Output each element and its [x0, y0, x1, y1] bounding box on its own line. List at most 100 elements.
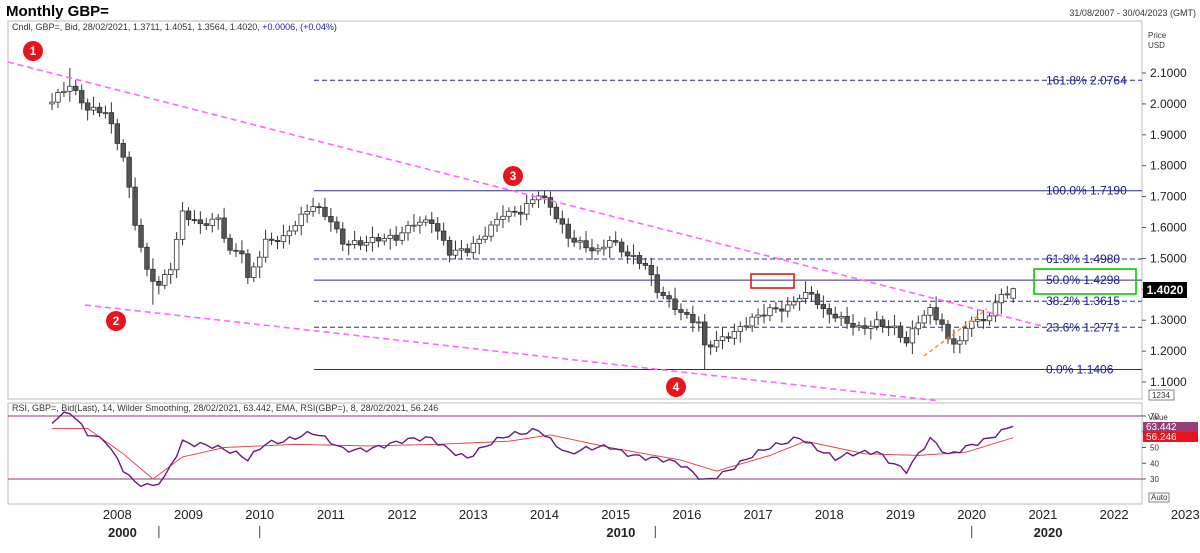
candle-body: [357, 240, 364, 246]
candle-body: [452, 249, 459, 256]
decade-label: 2000: [108, 525, 137, 540]
candle-body: [144, 246, 150, 270]
candle-body: [648, 265, 654, 276]
candle-body: [173, 238, 180, 271]
candle-body: [613, 240, 619, 243]
candle-body: [506, 210, 512, 217]
candle-body: [458, 248, 465, 251]
candle-body: [446, 239, 453, 256]
candle-body: [185, 210, 192, 220]
candle-body: [607, 240, 613, 248]
candle-body: [340, 228, 346, 245]
price-tick-label: 1.7000: [1150, 190, 1187, 204]
candle-body: [921, 314, 927, 324]
candle-body: [719, 336, 726, 341]
price-tick-label: 1.1000: [1150, 375, 1187, 389]
candle-body: [565, 223, 571, 239]
year-tick-label: 2013: [459, 507, 488, 522]
candle-body: [227, 237, 233, 251]
candle-body: [571, 237, 577, 243]
candle-body: [369, 237, 376, 243]
price-panel: [7, 20, 1143, 400]
price-axis-unit: USD: [1148, 41, 1165, 50]
candle-body: [114, 123, 120, 144]
candle-body: [915, 322, 921, 330]
candle-body: [583, 240, 589, 249]
candle-body: [440, 230, 447, 241]
candle-body: [500, 215, 506, 220]
candle-body: [618, 241, 625, 253]
short-uptrend-line: [923, 308, 988, 357]
candle-body: [856, 325, 862, 328]
year-tick-label: 2016: [672, 507, 701, 522]
annotation-4-label: 4: [673, 380, 680, 394]
candle-body: [156, 280, 162, 286]
year-tick-label: 2018: [815, 507, 844, 522]
candle-body: [535, 195, 542, 201]
price-tick-label: 1.3000: [1150, 313, 1187, 327]
rsi-value-box: [1143, 422, 1198, 432]
candle-body: [411, 224, 417, 227]
candle-body: [743, 325, 749, 328]
trendlines: [7, 61, 1043, 402]
decade-label: 2020: [1034, 525, 1063, 540]
candle-body: [132, 186, 138, 226]
annotation-1: 1: [23, 41, 43, 61]
candle-body: [280, 235, 287, 243]
year-tick-label: 2017: [744, 507, 773, 522]
candle-body: [476, 238, 482, 244]
rsi-tick-label: 50: [1150, 444, 1159, 453]
axis-option-box[interactable]: [1148, 389, 1175, 401]
candle-body: [191, 219, 198, 221]
candle-body: [624, 251, 631, 257]
year-tick-label: 2019: [886, 507, 915, 522]
candle-body: [150, 268, 156, 282]
fib-label: 100.0% 1.7190: [1046, 184, 1127, 198]
ema-line: [52, 428, 1014, 480]
candle-body: [998, 294, 1005, 304]
price-axis: 2.1000 2.0000 1.9000 1.8000 1.7000 1.6000 1.50…: [1142, 66, 1187, 389]
upper-trendline: [7, 61, 1043, 327]
series-description: Cndl, GBP=, Bid, 28/02/2021, 1.3711, 1.4…: [12, 22, 337, 32]
rsi-tick-label: 70: [1150, 412, 1159, 421]
price-axis-title: Price: [1148, 31, 1167, 40]
candle-body: [672, 298, 678, 311]
rsi-lines: [51, 411, 1014, 488]
rsi-auto-box[interactable]: [1148, 492, 1170, 503]
candle-body: [268, 238, 275, 241]
fib-label: 61.8% 1.4980: [1046, 252, 1120, 266]
candle-body: [67, 85, 73, 92]
candle-body: [108, 112, 115, 125]
candle-body: [980, 318, 987, 322]
candlesticks: [49, 68, 1016, 370]
candle-body: [405, 225, 411, 234]
candle-body: [162, 274, 168, 286]
candle-body: [868, 325, 874, 329]
candle-body: [933, 307, 939, 321]
candle-body: [832, 313, 838, 319]
candle-body: [529, 199, 536, 205]
candle-body: [245, 253, 251, 278]
candle-body: [298, 213, 304, 227]
candle-body: [310, 206, 316, 212]
rsi-line: [51, 411, 1014, 488]
candle-body: [773, 307, 779, 310]
candle-body: [767, 307, 773, 317]
candle-body: [547, 197, 554, 208]
candle-body: [179, 210, 186, 240]
candle-body: [850, 322, 856, 328]
fib-label: 161.8% 2.0764: [1046, 73, 1127, 87]
candle-body: [796, 298, 803, 303]
rsi-tick-label: 30: [1150, 475, 1159, 484]
series-description-values: Cndl, GBP=, Bid, 28/02/2021, 1.3711, 1.4…: [12, 22, 260, 32]
candle-body: [844, 315, 850, 324]
candle-body: [518, 211, 524, 215]
annotation-3-circle: [503, 166, 523, 186]
candle-body: [363, 242, 370, 246]
candle-body: [334, 221, 340, 230]
candle-body: [945, 323, 951, 340]
candle-body: [322, 206, 328, 217]
candle-body: [1004, 293, 1010, 296]
candle-body: [345, 243, 352, 246]
